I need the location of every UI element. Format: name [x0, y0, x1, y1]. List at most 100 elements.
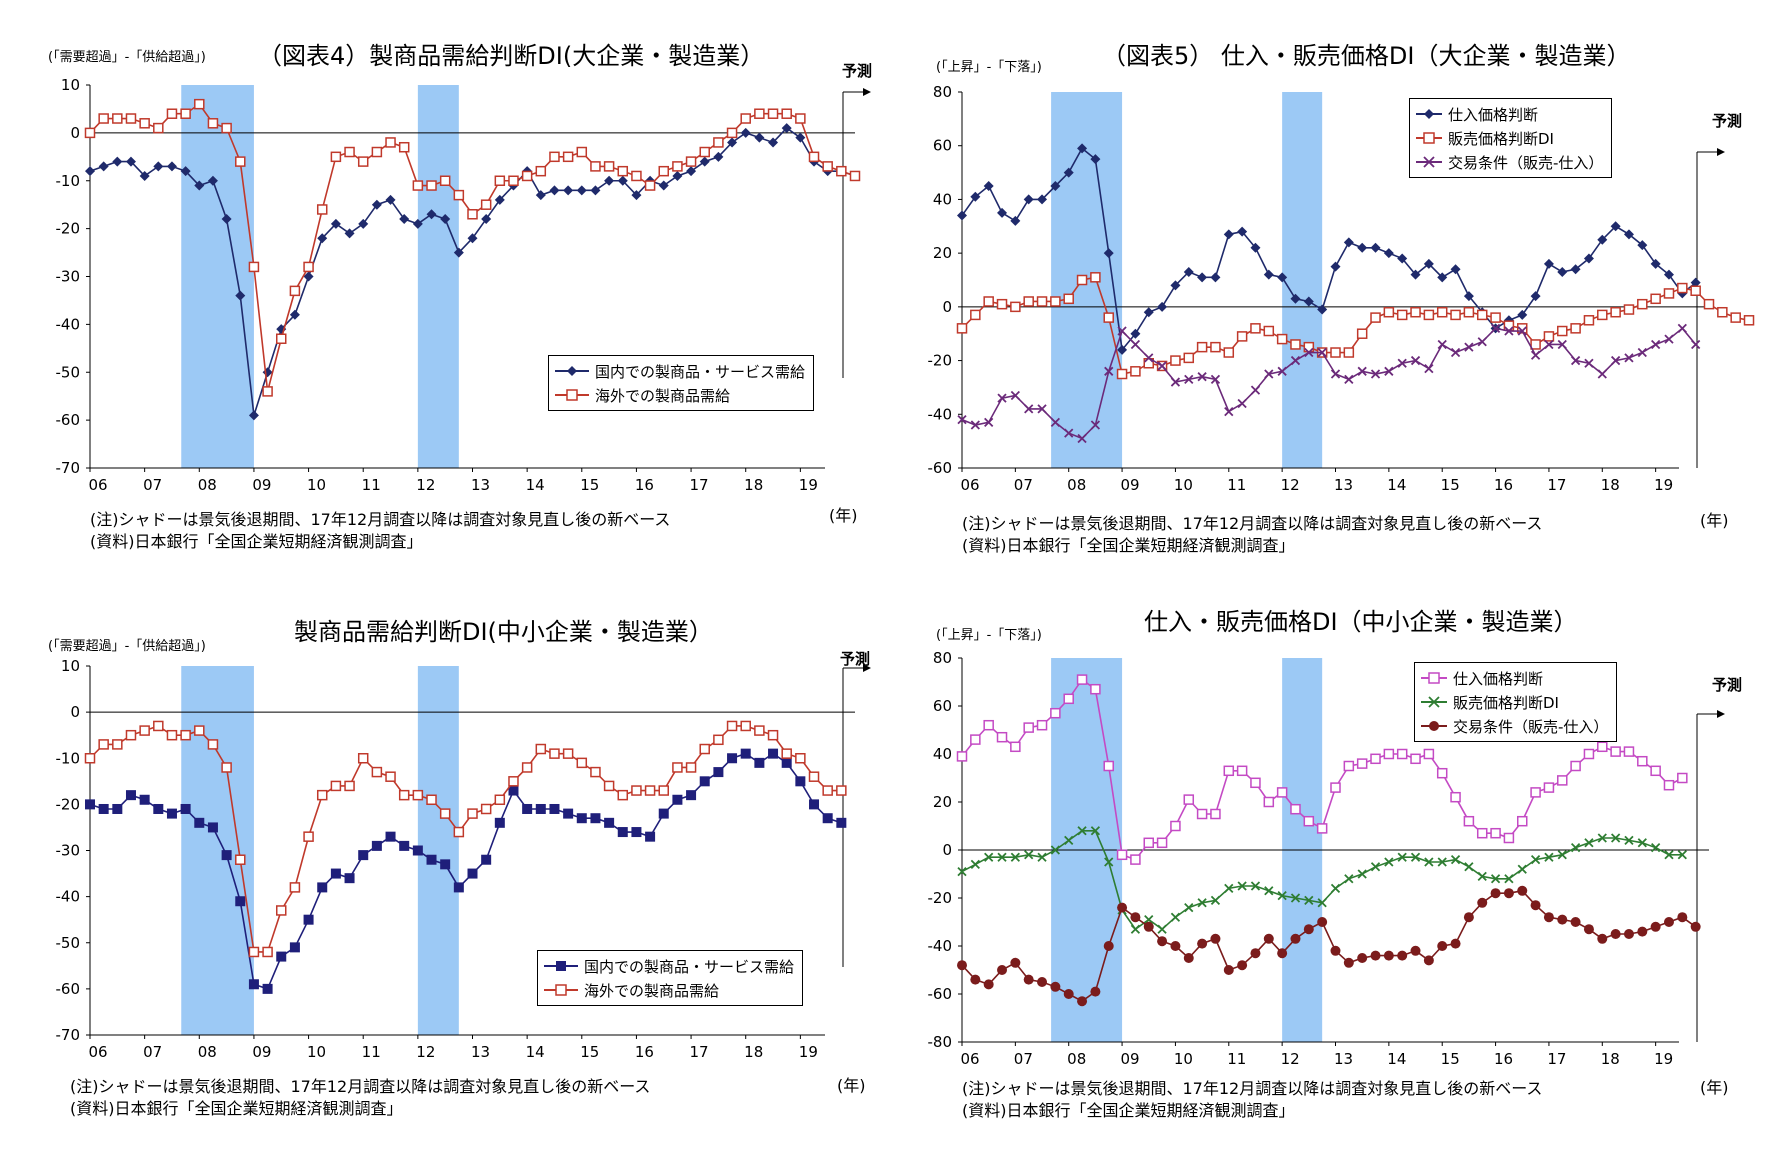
data-point — [1557, 850, 1567, 860]
year-axis-label: (年) — [1700, 511, 1729, 530]
y-tick-label: -40 — [928, 937, 953, 955]
data-point — [303, 914, 314, 925]
data-point — [467, 808, 478, 819]
y-tick-label: 80 — [933, 649, 952, 667]
data-point — [1170, 912, 1181, 922]
data-point — [344, 146, 355, 158]
data-point — [562, 151, 574, 163]
data-point — [1570, 917, 1581, 927]
data-point — [125, 729, 137, 741]
data-point — [1610, 221, 1621, 232]
data-point — [1236, 331, 1248, 342]
x-tick-label: 07 — [143, 1043, 162, 1061]
chart-title: （図表5） 仕入・販売価格DI（大企業・製造業） — [1102, 42, 1631, 70]
data-point — [248, 261, 260, 273]
data-point — [1064, 428, 1074, 438]
data-point — [1090, 154, 1101, 165]
data-point — [970, 309, 981, 321]
data-point — [740, 113, 751, 124]
data-point — [1183, 953, 1194, 963]
legend-label: 国内での製商品・サービス需給 — [595, 362, 806, 381]
data-point — [494, 794, 506, 806]
data-point — [1383, 950, 1394, 961]
y-tick-label: 0 — [70, 703, 80, 721]
data-point — [1476, 827, 1488, 839]
data-point — [344, 228, 355, 239]
data-point — [1623, 746, 1635, 757]
data-point — [207, 175, 218, 186]
data-point — [1024, 404, 1034, 414]
forecast-label: 予測 — [842, 62, 873, 80]
y-tick-label: -20 — [56, 795, 81, 813]
data-point — [1210, 895, 1221, 906]
data-point — [1277, 948, 1288, 959]
data-point — [727, 137, 738, 148]
data-point — [1637, 347, 1647, 358]
y-tick-label: 0 — [70, 124, 80, 142]
data-point — [358, 850, 369, 861]
data-point — [957, 415, 967, 425]
data-point — [1037, 852, 1047, 862]
chart-legend: 仕入価格判断 販売価格判断DI 交易条件（販売-仕入） — [1414, 662, 1618, 742]
y-tick-label: -70 — [56, 459, 81, 477]
data-point — [1077, 996, 1088, 1007]
data-point — [1436, 306, 1448, 318]
data-point — [535, 743, 547, 755]
data-series — [84, 720, 847, 958]
data-point — [658, 808, 669, 819]
data-point — [1450, 854, 1461, 865]
data-point — [1703, 298, 1715, 310]
data-point — [1410, 306, 1421, 318]
data-point — [1436, 767, 1448, 779]
data-point — [1424, 857, 1434, 867]
data-point — [1370, 312, 1381, 323]
data-point — [576, 146, 588, 158]
data-point — [1424, 363, 1434, 374]
data-point — [1077, 433, 1087, 444]
data-point — [180, 729, 191, 741]
data-point — [1504, 874, 1514, 884]
data-point — [1290, 933, 1301, 944]
data-point — [1090, 986, 1101, 997]
legend-swatch-square-icon — [1416, 132, 1442, 144]
data-point — [795, 753, 806, 764]
data-point — [1263, 269, 1274, 280]
data-point — [672, 794, 683, 805]
data-point — [1210, 341, 1221, 353]
data-point — [1597, 833, 1607, 843]
data-point — [1490, 874, 1501, 884]
data-point — [1036, 719, 1048, 731]
data-point — [957, 866, 967, 877]
x-tick-label: 06 — [88, 1043, 107, 1061]
y-tick-label: -20 — [56, 220, 81, 238]
recession-shade — [417, 85, 459, 468]
x-tick-label: 08 — [1067, 476, 1086, 494]
data-point — [1023, 722, 1034, 733]
x-tick-label: 08 — [1067, 1050, 1086, 1068]
y-tick-label: -60 — [56, 980, 81, 998]
y-tick-label: -20 — [928, 352, 953, 370]
x-tick-label: 10 — [307, 476, 326, 494]
data-point — [248, 946, 260, 958]
data-point — [248, 410, 259, 421]
data-point — [1170, 377, 1181, 387]
data-point — [1277, 272, 1288, 283]
data-point — [112, 803, 123, 814]
data-point — [836, 785, 847, 796]
x-tick-label: 12 — [416, 1043, 435, 1061]
data-point — [1076, 274, 1088, 286]
data-point — [1330, 945, 1341, 956]
y-tick-label: -50 — [56, 363, 81, 381]
legend-label: 国内での製商品・サービス需給 — [584, 957, 795, 976]
data-point — [1397, 253, 1408, 264]
data-point — [235, 290, 246, 301]
data-point — [970, 734, 981, 745]
data-point — [262, 946, 273, 958]
data-point — [1583, 253, 1594, 264]
data-point — [1450, 938, 1461, 949]
data-point — [1690, 285, 1701, 296]
data-point — [467, 868, 478, 879]
data-point — [1383, 748, 1395, 760]
data-point — [795, 132, 806, 143]
y-tick-label: -60 — [928, 985, 953, 1003]
